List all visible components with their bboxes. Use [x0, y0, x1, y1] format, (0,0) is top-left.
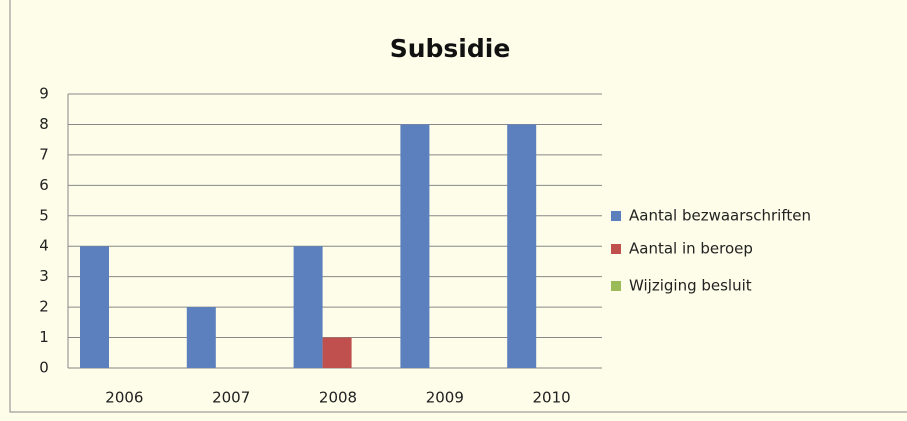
- y-tick-label: 2: [39, 298, 49, 316]
- legend-label: Aantal bezwaarschriften: [629, 207, 811, 225]
- y-tick-label: 7: [39, 145, 49, 163]
- y-tick-label: 5: [39, 206, 49, 224]
- x-tick-label: 2006: [105, 389, 143, 407]
- y-tick-label: 9: [39, 85, 49, 103]
- x-tick-label: 2008: [319, 389, 357, 407]
- x-tick-label: 2009: [426, 389, 464, 407]
- bar: [80, 246, 109, 368]
- y-tick-label: 4: [39, 237, 49, 255]
- x-tick-label: 2010: [533, 389, 571, 407]
- y-tick-label: 0: [39, 359, 49, 377]
- x-tick-label: 2007: [212, 389, 250, 407]
- bar: [322, 337, 352, 368]
- bar: [293, 246, 323, 368]
- legend-label: Aantal in beroep: [629, 240, 753, 258]
- legend-swatch: [611, 281, 621, 291]
- bar: [507, 124, 537, 368]
- bar: [186, 307, 216, 368]
- legend-label: Wijziging besluit: [629, 277, 752, 295]
- bar: [400, 124, 430, 368]
- y-tick-label: 6: [39, 176, 49, 194]
- y-tick-label: 3: [39, 267, 49, 285]
- y-tick-label: 8: [39, 115, 49, 133]
- legend-swatch: [611, 211, 621, 221]
- chart-title: Subsidie: [390, 34, 511, 63]
- y-tick-label: 1: [39, 328, 49, 346]
- legend-swatch: [611, 244, 621, 254]
- frame: [9, 0, 907, 413]
